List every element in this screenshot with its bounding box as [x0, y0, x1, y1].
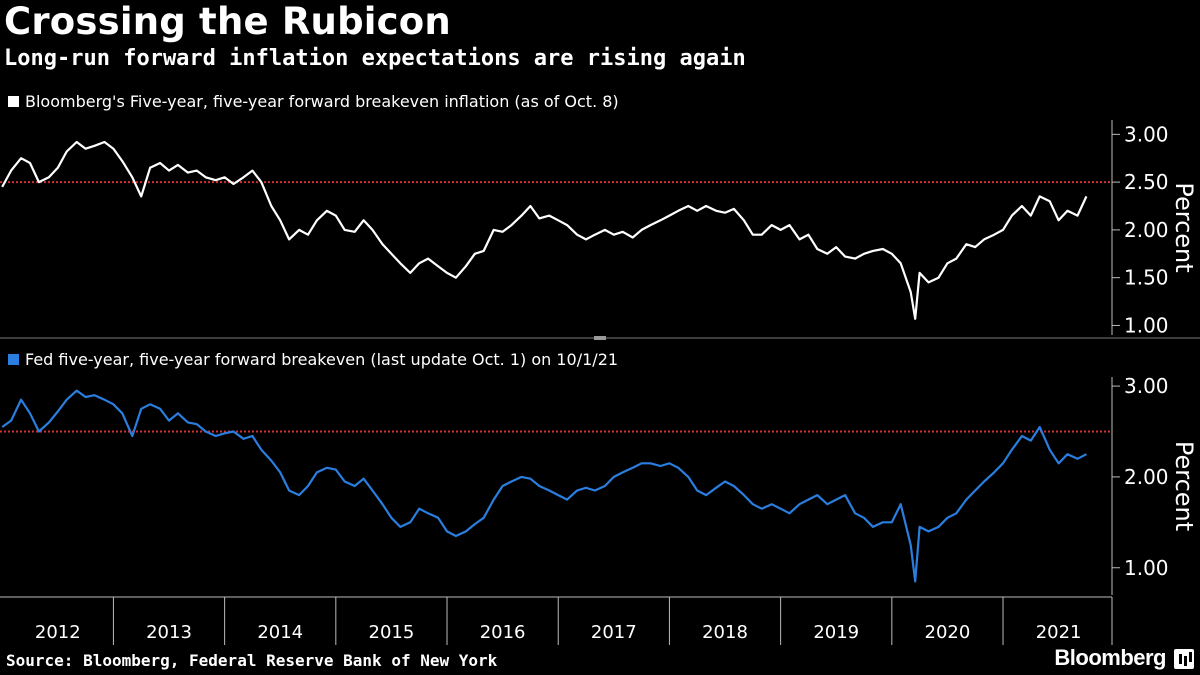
x-tick-label: 2014	[257, 622, 303, 643]
top-y-tick-label: 3.00	[1124, 122, 1169, 146]
brand-logo: Bloomberg	[1054, 645, 1166, 670]
x-tick-label: 2012	[35, 622, 81, 643]
chart-subtitle: Long-run forward inflation expectations …	[4, 46, 746, 71]
bottom-y-tick-label: 3.00	[1124, 374, 1169, 398]
x-tick-label: 2021	[1036, 622, 1082, 643]
legend-bottom: Fed five-year, five-year forward breakev…	[8, 350, 618, 369]
top-y-tick-label: 1.50	[1124, 266, 1169, 290]
bottom-y-tick-label: 1.00	[1124, 556, 1169, 580]
legend-bottom-label: Fed five-year, five-year forward breakev…	[25, 350, 619, 369]
top-y-tick-label: 2.00	[1124, 218, 1169, 242]
top-series-line	[1, 140, 1088, 320]
top-axis-title: Percent	[1170, 182, 1198, 272]
bloomberg-icon	[1174, 649, 1194, 669]
x-tick-label: 2020	[925, 622, 971, 643]
x-tick-label: 2013	[146, 622, 192, 643]
panel-divider-handle	[594, 336, 606, 340]
x-tick-label: 2018	[702, 622, 748, 643]
legend-bottom-swatch	[8, 354, 19, 365]
top-y-tick-label: 2.50	[1124, 170, 1169, 194]
legend-top-label: Bloomberg's Five-year, five-year forward…	[25, 92, 619, 111]
chart-title: Crossing the Rubicon	[4, 0, 451, 43]
x-tick-label: 2015	[369, 622, 415, 643]
legend-top: Bloomberg's Five-year, five-year forward…	[8, 92, 619, 111]
legend-top-swatch	[8, 96, 19, 107]
bottom-y-tick-label: 2.00	[1124, 465, 1169, 489]
bottom-series-line	[1, 389, 1087, 583]
x-tick-label: 2017	[591, 622, 637, 643]
top-y-tick-label: 1.00	[1124, 313, 1169, 337]
x-tick-label: 2019	[813, 622, 859, 643]
x-tick-label: 2016	[480, 622, 526, 643]
bottom-axis-title: Percent	[1170, 441, 1198, 531]
source-note: Source: Bloomberg, Federal Reserve Bank …	[6, 651, 498, 670]
